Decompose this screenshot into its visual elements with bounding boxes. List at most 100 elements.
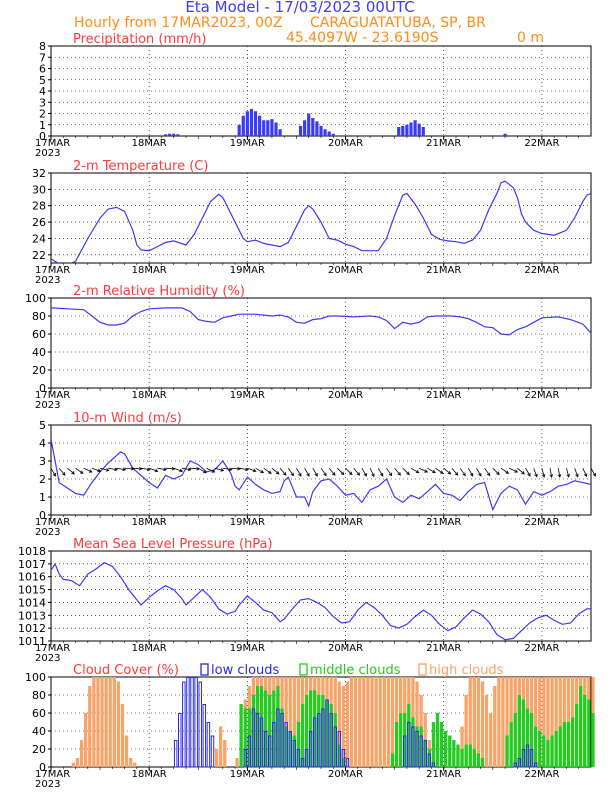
x-year-label: 2023	[35, 653, 60, 664]
middle-cloud-bar	[444, 731, 448, 767]
high-cloud-bar	[288, 677, 292, 767]
wind-barb	[386, 467, 393, 477]
high-cloud-bar	[497, 677, 501, 767]
middle-cloud-bar	[464, 744, 468, 767]
wind-barb-shaft	[549, 468, 553, 478]
low-cloud-bar	[292, 740, 297, 768]
wind-barb	[582, 468, 588, 478]
middle-cloud-bar	[337, 744, 341, 767]
wind-barb-shaft	[492, 467, 500, 475]
x-tick-label: 19MAR	[230, 643, 265, 654]
wind-barb-shaft	[345, 467, 353, 475]
low-cloud-bar	[317, 713, 321, 768]
high-cloud-bar	[92, 677, 96, 767]
x-year-label: 2023	[35, 779, 60, 790]
high-cloud-bar	[292, 677, 296, 767]
wind-barb-shaft	[419, 467, 428, 473]
wind-barb-head	[228, 467, 233, 472]
wind-barb-shaft	[124, 467, 134, 470]
middle-cloud-bar	[460, 749, 464, 767]
wind-barb-shaft	[83, 467, 93, 473]
low-cloud-bar	[190, 677, 194, 768]
y-tick-label: 4	[39, 85, 46, 98]
precip-bar	[258, 115, 262, 136]
wind-barb	[320, 467, 327, 477]
middle-cloud-bar	[558, 726, 562, 767]
wind-barb-head	[592, 472, 596, 477]
low-cloud-bar	[403, 735, 407, 768]
wind-barb	[353, 467, 361, 476]
wind-barb-head	[566, 473, 570, 478]
wind-barb-shaft	[402, 467, 410, 475]
middle-cloud-bar	[300, 704, 305, 767]
wind-barb-shaft	[279, 467, 287, 476]
wind-barb-shaft	[157, 467, 167, 471]
low-cloud-bar	[210, 735, 215, 768]
wind-barb-shaft	[574, 468, 579, 477]
middle-cloud-bar	[431, 722, 436, 767]
wind-barb-shaft	[320, 467, 327, 476]
high-cloud-bar	[108, 677, 112, 767]
middle-cloud-bar	[268, 695, 272, 767]
wind-barb-shaft	[435, 467, 444, 474]
x-tick-label: 21MAR	[426, 643, 461, 654]
high-cloud-bar	[235, 758, 239, 767]
x-tick-label: 17MAR	[35, 138, 70, 149]
location-name: CARAGUATATUBA, SP, BR	[310, 15, 486, 31]
wind-barb-shaft	[50, 468, 56, 477]
middle-cloud-bar	[251, 695, 256, 767]
chart-subtitle: Hourly from 17MAR2023, 00Z	[74, 15, 283, 31]
precip-bar	[274, 122, 278, 136]
wind-barb	[206, 467, 216, 473]
x-tick-label: 21MAR	[426, 138, 461, 149]
low-cloud-bar	[304, 749, 309, 768]
wind-barb-head	[432, 469, 436, 474]
precip-bar	[311, 118, 315, 136]
wind-barb-shaft	[337, 467, 345, 475]
wind-barb-head	[527, 472, 531, 477]
wind-barb	[590, 468, 596, 477]
wind-barb-shaft	[312, 468, 318, 477]
low-cloud-bar	[333, 726, 337, 768]
middle-cloud-bar	[292, 735, 296, 767]
panel-title: 2-m Relative Humidity (%)	[73, 284, 245, 299]
wind-barb-head	[496, 471, 500, 476]
wind-barb-head	[211, 469, 216, 473]
wind-barb-head	[462, 472, 466, 477]
wind-barb-shaft	[427, 467, 436, 474]
wind-barb-head	[583, 473, 588, 478]
wind-barb-head	[220, 468, 225, 472]
wind-barb-head	[252, 468, 257, 473]
legend-swatch-high	[418, 663, 427, 676]
x-year-label: 2023	[35, 400, 60, 411]
wind-barb-head	[356, 472, 361, 476]
wind-barb-head	[521, 471, 525, 475]
low-cloud-bar	[178, 713, 182, 768]
y-tick-label: 0	[39, 382, 46, 395]
legend-label-low: low clouds	[211, 663, 280, 678]
x-tick-label: 20MAR	[328, 769, 363, 780]
low-cloud-bar	[525, 744, 530, 768]
wind-barb	[255, 467, 265, 474]
wind-barb	[181, 467, 192, 472]
x-tick-label: 22MAR	[524, 769, 559, 780]
high-cloud-bar	[124, 735, 129, 767]
low-cloud-bar	[255, 713, 260, 768]
wind-barb-head	[380, 472, 384, 477]
y-tick-label: 4	[39, 437, 46, 450]
precip-bar	[319, 125, 323, 136]
wind-barb-shaft	[304, 468, 310, 477]
legend-swatch-low	[200, 663, 209, 676]
precip-bar	[278, 129, 282, 136]
wind-barb	[296, 468, 302, 477]
wind-barb-head	[541, 473, 546, 478]
x-tick-label: 22MAR	[524, 643, 559, 654]
wind-barb-head	[171, 466, 176, 471]
y-tick-label: 1014	[18, 596, 46, 609]
high-cloud-bar	[374, 677, 378, 767]
y-tick-label: 1016	[18, 571, 46, 584]
wind-barb-head	[62, 472, 66, 476]
middle-cloud-bar	[399, 713, 403, 767]
wind-barb-shaft	[181, 467, 191, 471]
wind-barb	[99, 467, 110, 472]
